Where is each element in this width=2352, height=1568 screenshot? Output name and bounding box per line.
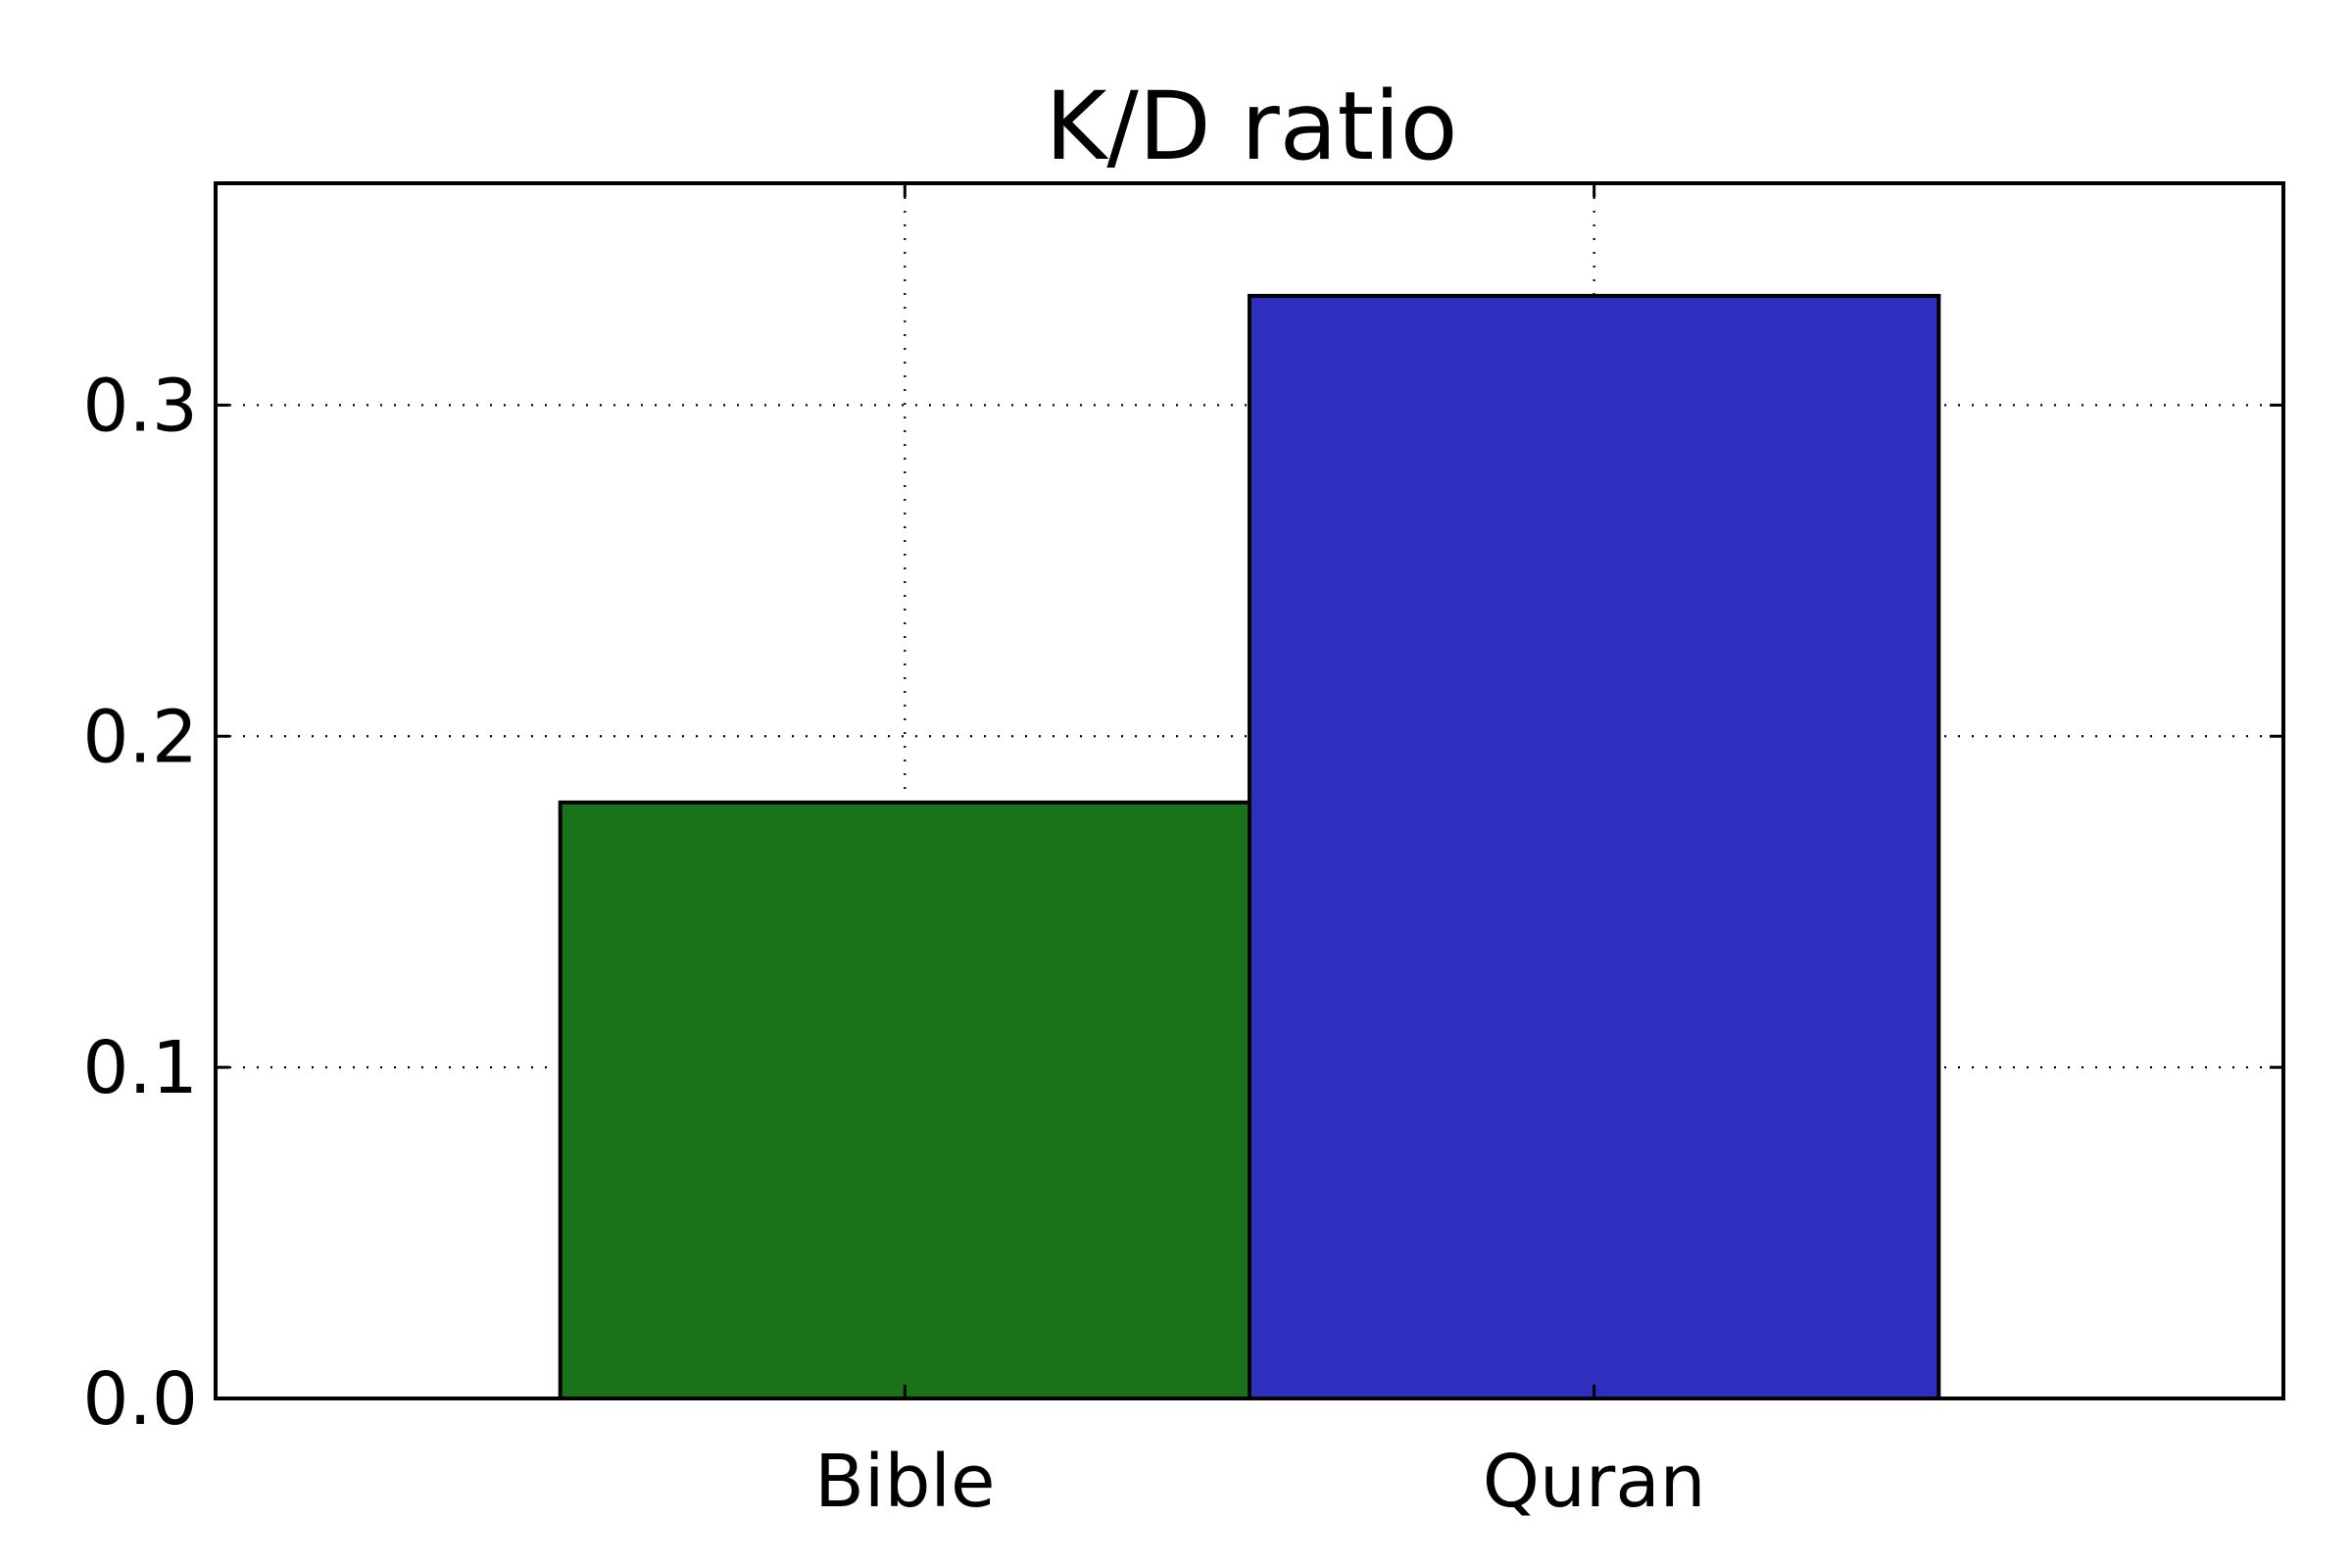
- plot-frame: [214, 181, 2285, 1400]
- x-tick-label-quran: Quran: [1483, 1440, 1706, 1524]
- chart-title: K/D ratio: [1045, 72, 1457, 181]
- tick-marks: [216, 183, 2283, 1400]
- bar-bible: [558, 800, 1251, 1400]
- y-tick-label: 0.0: [82, 1357, 198, 1442]
- tick-labels: 0.0 0.1 0.2 0.3 Bible Quran: [82, 364, 1705, 1524]
- y-tick-label: 0.2: [82, 695, 198, 779]
- y-tick-label: 0.3: [82, 364, 198, 448]
- y-tick-label: 0.1: [82, 1026, 198, 1110]
- bar-quran: [1248, 293, 1941, 1400]
- x-tick-label-bible: Bible: [814, 1440, 995, 1524]
